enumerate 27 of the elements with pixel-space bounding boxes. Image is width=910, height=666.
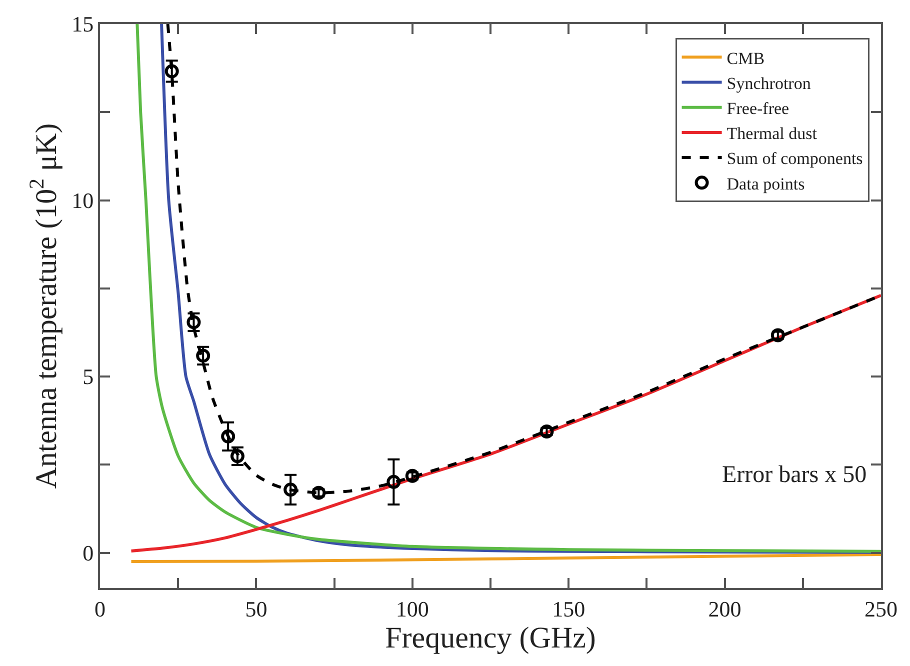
point: [405, 468, 420, 483]
point: [312, 486, 326, 500]
x-tick-label: 150: [552, 596, 586, 622]
y-tick-label: 15: [72, 12, 94, 37]
legend-label: Thermal dust: [726, 124, 818, 144]
x-tick-label: 200: [708, 596, 742, 622]
y-tick-label: 0: [82, 540, 94, 566]
legend-label: Free-free: [726, 98, 790, 118]
annotation: Error bars x 50: [722, 462, 867, 488]
y-tick-label: 5: [82, 364, 94, 390]
point: [164, 64, 179, 78]
point: [221, 429, 236, 444]
legend-label: CMB: [726, 48, 765, 68]
legend-label: Sum of components: [726, 149, 863, 168]
point: [770, 328, 785, 342]
x-axis-title: Frequency (GHz): [385, 621, 596, 654]
x-tick-label: 250: [864, 596, 898, 622]
x-tick-label: 100: [396, 596, 429, 622]
point: [386, 474, 401, 489]
legend-label: Synchrotron: [726, 74, 812, 93]
x-tick-label: 50: [245, 596, 268, 622]
legend-label: Data points: [726, 174, 805, 194]
line-series: [130, 553, 881, 564]
y-tick-label: 10: [72, 188, 94, 213]
point: [230, 449, 244, 464]
point: [540, 424, 554, 438]
point: [284, 482, 298, 497]
